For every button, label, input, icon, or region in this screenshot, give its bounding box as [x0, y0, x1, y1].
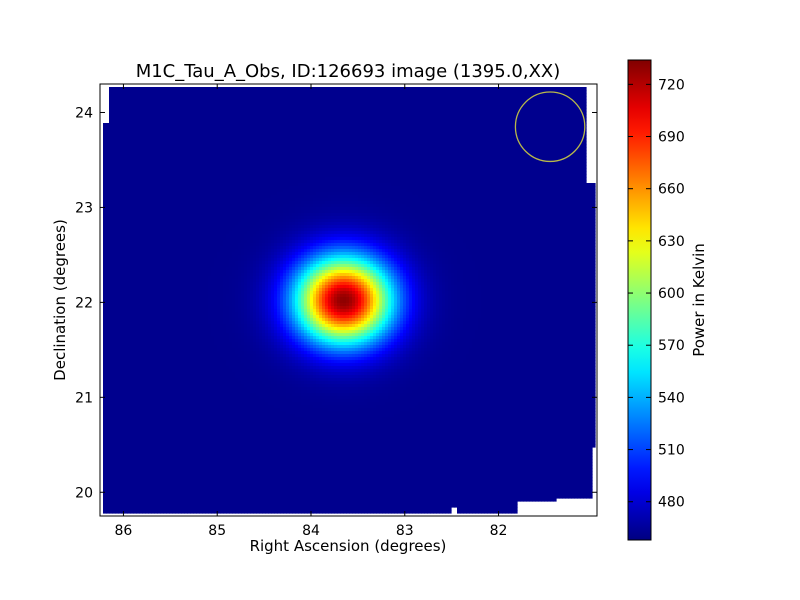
- colorbar-tick-label: 480: [658, 495, 685, 511]
- x-tick-label: 82: [490, 523, 508, 539]
- x-tick-label: 85: [208, 523, 226, 539]
- colorbar-tick-label: 690: [658, 130, 685, 146]
- y-tick-label: 21: [75, 390, 93, 406]
- colorbar-tick-label: 630: [658, 234, 685, 250]
- y-tick-label: 23: [75, 200, 93, 216]
- y-tick-label: 24: [75, 105, 93, 121]
- colorbar-tick-label: 510: [658, 443, 685, 459]
- colorbar-tick-label: 720: [658, 77, 685, 93]
- colorbar-tick-label: 660: [658, 182, 685, 198]
- x-tick-label: 86: [115, 523, 133, 539]
- y-tick-label: 20: [75, 485, 93, 501]
- colorbar-label: Power in Kelvin: [690, 243, 708, 357]
- chart-title: M1C_Tau_A_Obs, ID:126693 image (1395.0,X…: [136, 61, 561, 82]
- y-axis-label: Declination (degrees): [51, 219, 69, 381]
- x-axis-label: Right Ascension (degrees): [250, 537, 447, 555]
- colorbar-tick-label: 540: [658, 390, 685, 406]
- colorbar-tick-label: 600: [658, 286, 685, 302]
- colorbar-tick-label: 570: [658, 338, 685, 354]
- y-tick-label: 22: [75, 295, 93, 311]
- heatmap: [103, 87, 596, 514]
- colorbar: [628, 60, 651, 540]
